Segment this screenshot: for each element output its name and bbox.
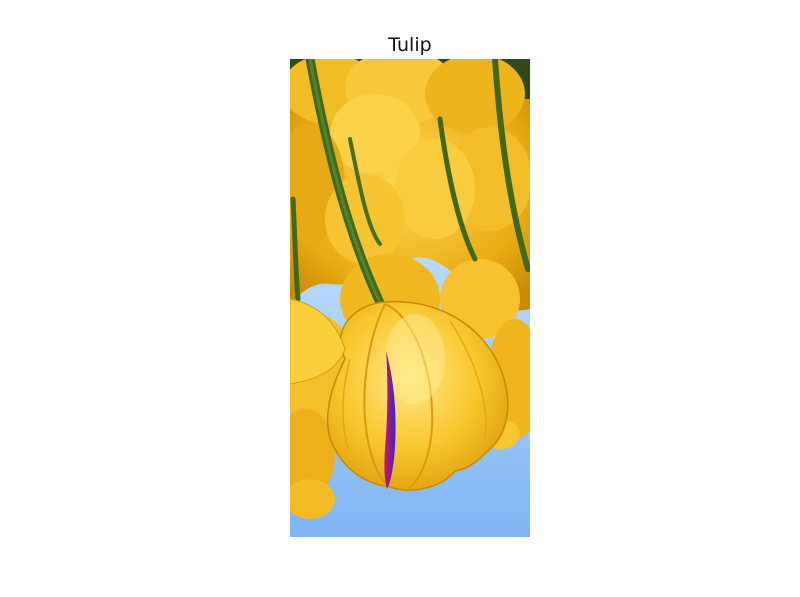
main-tulip	[326, 300, 509, 491]
figure-title: Tulip	[388, 34, 432, 56]
image-axes	[290, 59, 530, 537]
tulip-photo	[290, 59, 530, 537]
marker-stroke	[384, 351, 396, 489]
stems	[290, 59, 530, 312]
left-petal	[290, 298, 346, 385]
